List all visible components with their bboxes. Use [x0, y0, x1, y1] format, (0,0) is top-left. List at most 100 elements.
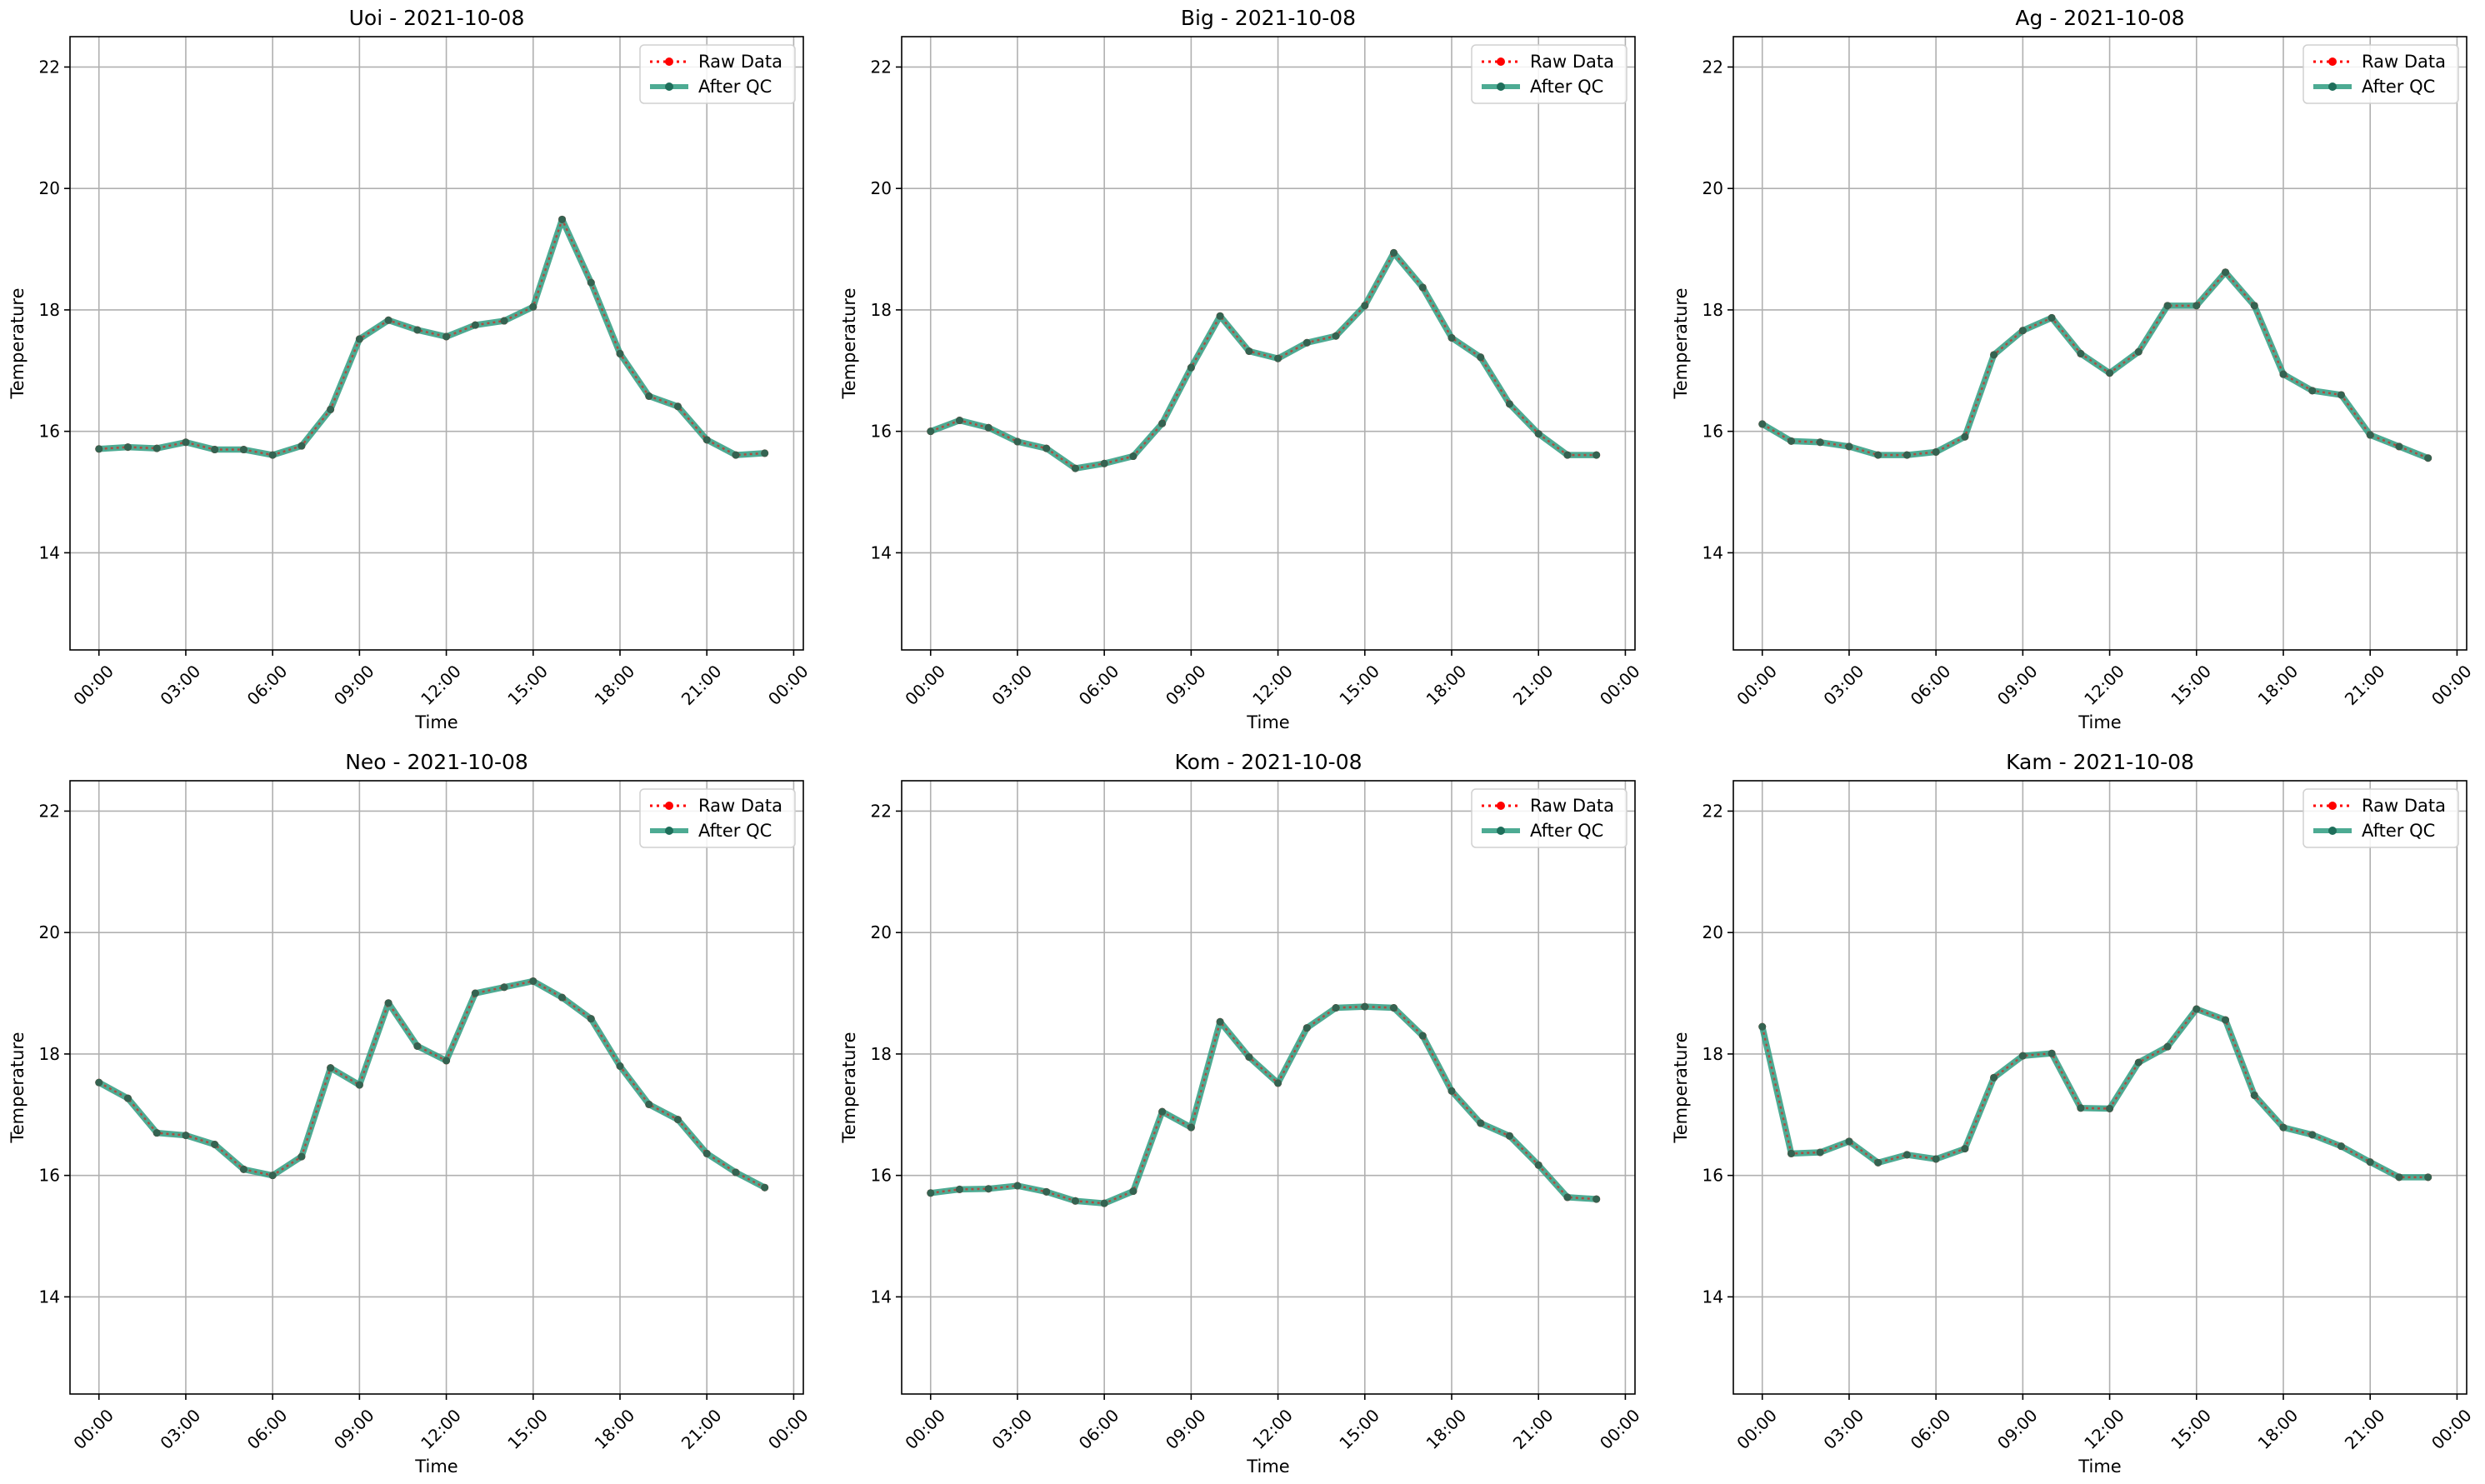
after-qc-point [1390, 1004, 1398, 1012]
after-qc-point [2048, 313, 2056, 322]
after-qc-point [1274, 354, 1282, 362]
x-tick-label: 18:00 [591, 661, 639, 709]
y-tick-label: 22 [39, 801, 60, 821]
after-qc-point [1332, 332, 1340, 340]
after-qc-point [1129, 452, 1138, 461]
after-qc-point [1158, 1107, 1167, 1116]
x-tick-label: 06:00 [243, 1405, 292, 1453]
y-tick-label: 20 [1702, 922, 1723, 942]
after-qc-point [327, 405, 335, 413]
legend-qc-label: After QC [2362, 77, 2435, 97]
x-tick-label: 03:00 [157, 1405, 205, 1453]
y-axis-label: Temperature [8, 287, 28, 399]
after-qc-point [268, 451, 277, 459]
after-qc-point [1042, 1187, 1051, 1196]
after-qc-point [239, 446, 248, 454]
chart-panel: 14 16 18 20 22 00:00 03:00 06:00 09:00 12:00 15:00… [1671, 750, 2476, 1477]
legend-qc-marker [665, 827, 673, 835]
axes-frame [1732, 780, 2468, 1395]
after-qc-point [927, 427, 935, 436]
after-qc-point [2106, 1105, 2114, 1113]
y-tick-label: 20 [1702, 178, 1723, 198]
x-tick-label: 00:00 [69, 661, 118, 709]
after-qc-point [2077, 1104, 2085, 1112]
y-tick-label: 16 [39, 1166, 60, 1186]
after-qc-point [182, 438, 190, 447]
x-tick-label: 12:00 [1248, 661, 1297, 709]
after-qc-point [211, 446, 219, 454]
x-tick-label: 12:00 [1248, 1405, 1297, 1453]
after-qc-point [927, 1189, 935, 1197]
after-qc-point [442, 1057, 451, 1065]
y-tick-label: 20 [871, 178, 892, 198]
x-tick-label: 15:00 [1335, 1405, 1383, 1453]
legend: Raw Data After QC [1471, 44, 1628, 104]
after-qc-point [442, 332, 451, 341]
after-qc-point [587, 278, 595, 287]
legend-qc-label: After QC [1530, 821, 1603, 841]
legend-raw-label: Raw Data [2362, 52, 2446, 72]
legend: Raw Data After QC [639, 788, 796, 848]
after-qc-point [1874, 451, 1882, 459]
x-tick-label: 00:00 [901, 661, 949, 709]
after-qc-point [2366, 1158, 2374, 1167]
after-qc-point [1245, 347, 1253, 355]
axes-frame [69, 780, 804, 1395]
after-qc-point [1990, 351, 1998, 359]
x-axis-label: Time [2078, 712, 2121, 732]
after-qc-point [1787, 437, 1795, 445]
y-tick-label: 16 [1702, 1166, 1723, 1186]
after-qc-point [1845, 1137, 1853, 1146]
after-qc-point [384, 316, 392, 324]
after-qc-point [413, 326, 422, 334]
x-tick-label: 15:00 [2167, 1405, 2215, 1453]
x-tick-label: 09:00 [330, 661, 378, 709]
after-qc-point [123, 1094, 132, 1102]
legend-qc-marker [1497, 827, 1505, 835]
y-tick-label: 18 [39, 1044, 60, 1064]
x-axis-label: Time [414, 1457, 458, 1477]
after-qc-point [1100, 459, 1108, 467]
y-tick-label: 18 [1702, 1044, 1723, 1064]
x-tick-label: 18:00 [1422, 661, 1471, 709]
after-qc-point [1361, 1002, 1369, 1011]
after-qc-point [732, 1168, 740, 1177]
after-qc-point [1758, 420, 1767, 428]
y-tick-label: 14 [39, 1287, 60, 1307]
after-qc-point [471, 321, 479, 329]
x-tick-label: 06:00 [1075, 661, 1123, 709]
legend: Raw Data After QC [1471, 788, 1628, 848]
x-tick-label: 21:00 [2341, 1405, 2389, 1453]
after-qc-point [673, 402, 682, 411]
y-tick-label: 22 [871, 801, 892, 821]
after-qc-point [984, 1185, 992, 1193]
after-qc-point [2048, 1049, 2056, 1057]
legend-qc-label: After QC [698, 77, 772, 97]
after-qc-point [1816, 1148, 1824, 1157]
after-qc-point [1187, 1123, 1195, 1132]
after-qc-point [2018, 327, 2027, 335]
axes-frame [69, 36, 804, 651]
after-qc-point [1418, 283, 1427, 292]
after-qc-point [558, 215, 567, 223]
after-qc-point [1477, 353, 1485, 362]
y-tick-label: 18 [1702, 300, 1723, 320]
series-raw-data-line [1762, 270, 2429, 459]
chart-panel: 14 16 18 20 22 00:00 03:00 06:00 09:00 12:00 15:00… [8, 6, 812, 732]
x-tick-label: 03:00 [988, 1405, 1037, 1453]
after-qc-point [1216, 1017, 1224, 1026]
y-axis-label: Temperature [8, 1032, 28, 1143]
x-tick-label: 18:00 [2254, 661, 2302, 709]
y-tick-label: 16 [871, 1166, 892, 1186]
after-qc-point [239, 1165, 248, 1173]
legend-qc-label: After QC [1530, 77, 1603, 97]
after-qc-point [1158, 419, 1167, 427]
after-qc-point [645, 392, 653, 400]
y-tick-label: 22 [1702, 57, 1723, 77]
axes-frame [1732, 36, 2468, 651]
series-after-qc-line [97, 977, 767, 1191]
y-axis-label: Temperature [1671, 287, 1691, 399]
after-qc-point [1100, 1199, 1108, 1207]
after-qc-point [1932, 1155, 1940, 1163]
after-qc-point [298, 442, 306, 450]
